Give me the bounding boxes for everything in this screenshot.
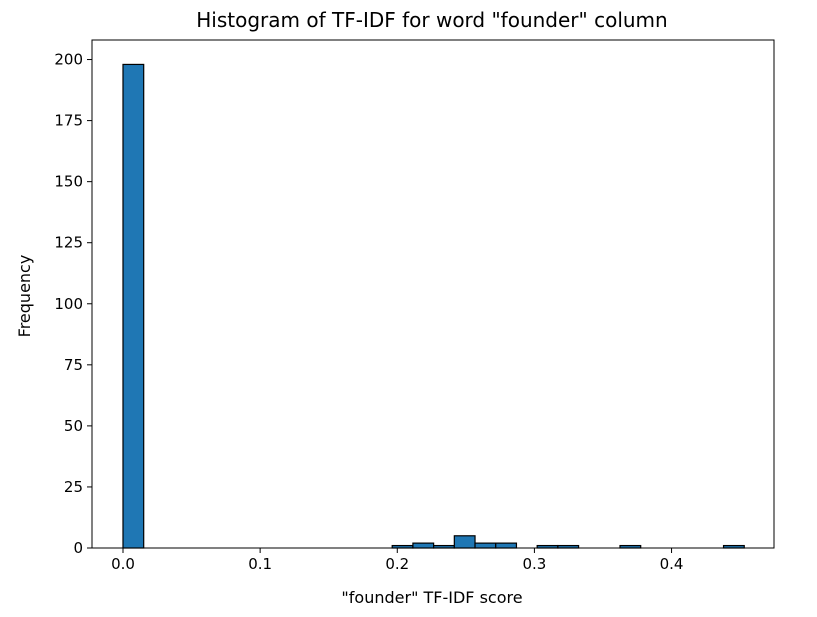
y-tick-label-7: 175 xyxy=(54,112,83,130)
plot-frame xyxy=(91,39,775,549)
y-tick-label-1: 25 xyxy=(64,478,83,496)
histogram-bar-18 xyxy=(495,542,518,549)
x-tick-label-0: 0.0 xyxy=(111,555,135,573)
x-tick-label-4: 0.4 xyxy=(660,555,684,573)
x-axis-label: "founder" TF-IDF score xyxy=(341,588,522,607)
histogram-bars xyxy=(122,63,745,549)
y-tick-label-3: 75 xyxy=(64,356,83,374)
x-axis: 0.0 0.1 0.2 0.3 0.4 xyxy=(111,548,683,573)
histogram-bar-16 xyxy=(453,535,476,549)
y-tick-label-8: 200 xyxy=(54,51,83,69)
y-axis: 0 25 50 75 100 125 150 175 200 xyxy=(54,51,92,557)
y-tick-label-2: 50 xyxy=(64,417,83,435)
histogram-bar-14 xyxy=(412,542,435,549)
chart-title: Histogram of TF-IDF for word "founder" c… xyxy=(196,8,667,32)
histogram-bar-0 xyxy=(122,63,145,549)
x-tick-label-2: 0.2 xyxy=(385,555,409,573)
y-tick-label-4: 100 xyxy=(54,295,83,313)
y-tick-label-0: 0 xyxy=(73,539,83,557)
y-tick-label-5: 125 xyxy=(54,234,83,252)
x-tick-label-3: 0.3 xyxy=(522,555,546,573)
x-tick-label-1: 0.1 xyxy=(248,555,272,573)
y-axis-label: Frequency xyxy=(15,255,34,338)
y-tick-label-6: 150 xyxy=(54,173,83,191)
histogram-bar-17 xyxy=(474,542,497,549)
